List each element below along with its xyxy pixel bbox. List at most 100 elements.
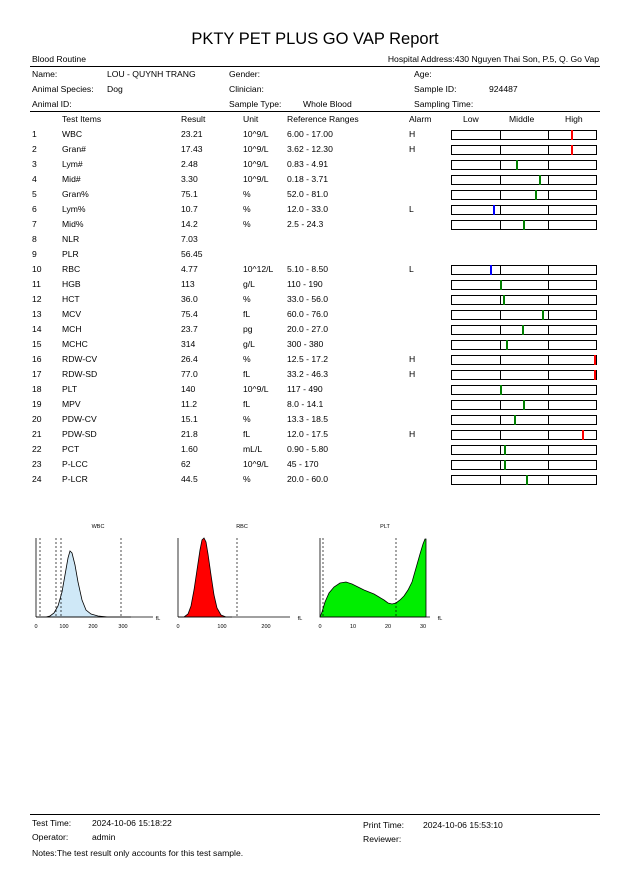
test-result: 15.1 bbox=[181, 414, 198, 424]
reviewer-label: Reviewer: bbox=[363, 834, 402, 844]
range-band-divider bbox=[500, 326, 501, 335]
range-bar bbox=[451, 205, 597, 215]
reference-range: 0.83 - 4.91 bbox=[287, 159, 329, 169]
plt-histogram: PLT 0 10 20 30 fL bbox=[318, 524, 442, 630]
test-result: 56.45 bbox=[181, 249, 203, 259]
range-band-divider bbox=[548, 431, 549, 440]
header-divider bbox=[30, 66, 600, 67]
range-band-divider bbox=[548, 326, 549, 335]
reference-range: 33.2 - 46.3 bbox=[287, 369, 329, 379]
test-unit: % bbox=[243, 219, 251, 229]
test-name: P-LCC bbox=[62, 459, 88, 469]
reference-range: 5.10 - 8.50 bbox=[287, 264, 329, 274]
result-marker bbox=[500, 385, 502, 395]
range-band-divider bbox=[500, 296, 501, 305]
result-marker bbox=[582, 430, 584, 440]
reference-range: 60.0 - 76.0 bbox=[287, 309, 329, 319]
test-result: 23.7 bbox=[181, 324, 198, 334]
test-unit: 10^12/L bbox=[243, 264, 274, 274]
test-name: MCH bbox=[62, 324, 82, 334]
row-number: 13 bbox=[32, 309, 42, 319]
result-marker bbox=[504, 445, 506, 455]
range-band-divider bbox=[548, 146, 549, 155]
test-name: HGB bbox=[62, 279, 81, 289]
test-unit: 10^9/L bbox=[243, 159, 269, 169]
range-band-divider bbox=[500, 431, 501, 440]
row-number: 18 bbox=[32, 384, 42, 394]
range-band-divider bbox=[548, 221, 549, 230]
range-band-divider bbox=[548, 206, 549, 215]
test-unit: % bbox=[243, 294, 251, 304]
test-result: 11.2 bbox=[181, 399, 198, 409]
sample-type-label: Sample Type: bbox=[229, 99, 282, 109]
table-row: 6 Lym% 10.7% 12.0 - 33.0 L bbox=[0, 204, 630, 219]
row-number: 22 bbox=[32, 444, 42, 454]
range-band-divider bbox=[500, 356, 501, 365]
test-result: 10.7 bbox=[181, 204, 198, 214]
test-unit: 10^9/L bbox=[243, 129, 269, 139]
col-low: Low bbox=[463, 114, 479, 124]
range-band-divider bbox=[548, 161, 549, 170]
plt-hist-title: PLT bbox=[380, 524, 390, 530]
reference-range: 45 - 170 bbox=[287, 459, 319, 469]
alarm-flag: L bbox=[409, 264, 414, 274]
rbc-unit: fL bbox=[298, 616, 303, 622]
test-unit: fL bbox=[243, 369, 251, 379]
test-result: 2.48 bbox=[181, 159, 198, 169]
test-unit: 10^9/L bbox=[243, 384, 269, 394]
test-result: 17.43 bbox=[181, 144, 203, 154]
plt-hist-curve bbox=[319, 538, 427, 618]
reference-range: 8.0 - 14.1 bbox=[287, 399, 324, 409]
test-unit: g/L bbox=[243, 279, 255, 289]
range-bar bbox=[451, 340, 597, 350]
column-header-row: Test Items Result Unit Reference Ranges … bbox=[0, 114, 630, 129]
range-bar bbox=[451, 370, 597, 380]
rbc-tick-0: 0 bbox=[176, 624, 179, 630]
name-label: Name: bbox=[32, 69, 58, 79]
reference-range: 12.0 - 33.0 bbox=[287, 204, 329, 214]
range-band-divider bbox=[548, 311, 549, 320]
sampling-time-label: Sampling Time: bbox=[414, 99, 474, 109]
range-band-divider bbox=[548, 176, 549, 185]
range-band-divider bbox=[500, 266, 501, 275]
age-label: Age: bbox=[414, 69, 432, 79]
patient-name: LOU - QUYNH TRANG bbox=[107, 69, 196, 79]
range-band-divider bbox=[500, 191, 501, 200]
test-unit: % bbox=[243, 204, 251, 214]
wbc-unit: fL bbox=[156, 616, 161, 622]
range-band-divider bbox=[548, 461, 549, 470]
table-row: 3 Lym# 2.48 10^9/L 0.83 - 4.91 bbox=[0, 159, 630, 174]
wbc-tick-100: 100 bbox=[59, 624, 68, 630]
test-name: P-LCR bbox=[62, 474, 88, 484]
reference-range: 3.62 - 12.30 bbox=[287, 144, 333, 154]
table-row: 13 MCV 75.4 fL 60.0 - 76.0 bbox=[0, 309, 630, 324]
result-marker bbox=[523, 220, 525, 230]
test-result: 26.4 bbox=[181, 354, 198, 364]
table-row: 8 NLR 7.03 bbox=[0, 234, 630, 249]
row-number: 9 bbox=[32, 249, 37, 259]
test-name: MCV bbox=[62, 309, 82, 319]
row-number: 14 bbox=[32, 324, 42, 334]
range-bar bbox=[451, 130, 597, 140]
range-band-divider bbox=[500, 161, 501, 170]
gender-label: Gender: bbox=[229, 69, 261, 79]
test-unit: % bbox=[243, 189, 251, 199]
reference-range: 117 - 490 bbox=[287, 384, 323, 394]
print-time: 2024-10-06 15:53:10 bbox=[423, 820, 503, 830]
range-band-divider bbox=[500, 311, 501, 320]
result-marker bbox=[522, 325, 524, 335]
sample-id-label: Sample ID: bbox=[414, 84, 457, 94]
test-name: RDW-CV bbox=[62, 354, 98, 364]
test-result: 1.60 bbox=[181, 444, 198, 454]
range-bar bbox=[451, 415, 597, 425]
range-bar bbox=[451, 385, 597, 395]
animal-species: Dog bbox=[107, 84, 123, 94]
animal-id-label: Animal ID: bbox=[32, 99, 72, 109]
table-row: 4 Mid# 3.30 10^9/L 0.18 - 3.71 bbox=[0, 174, 630, 189]
result-marker bbox=[503, 295, 505, 305]
rbc-tick-200: 200 bbox=[261, 624, 270, 630]
range-bar bbox=[451, 160, 597, 170]
row-number: 3 bbox=[32, 159, 37, 169]
result-marker bbox=[535, 190, 537, 200]
test-name: Mid# bbox=[62, 174, 81, 184]
